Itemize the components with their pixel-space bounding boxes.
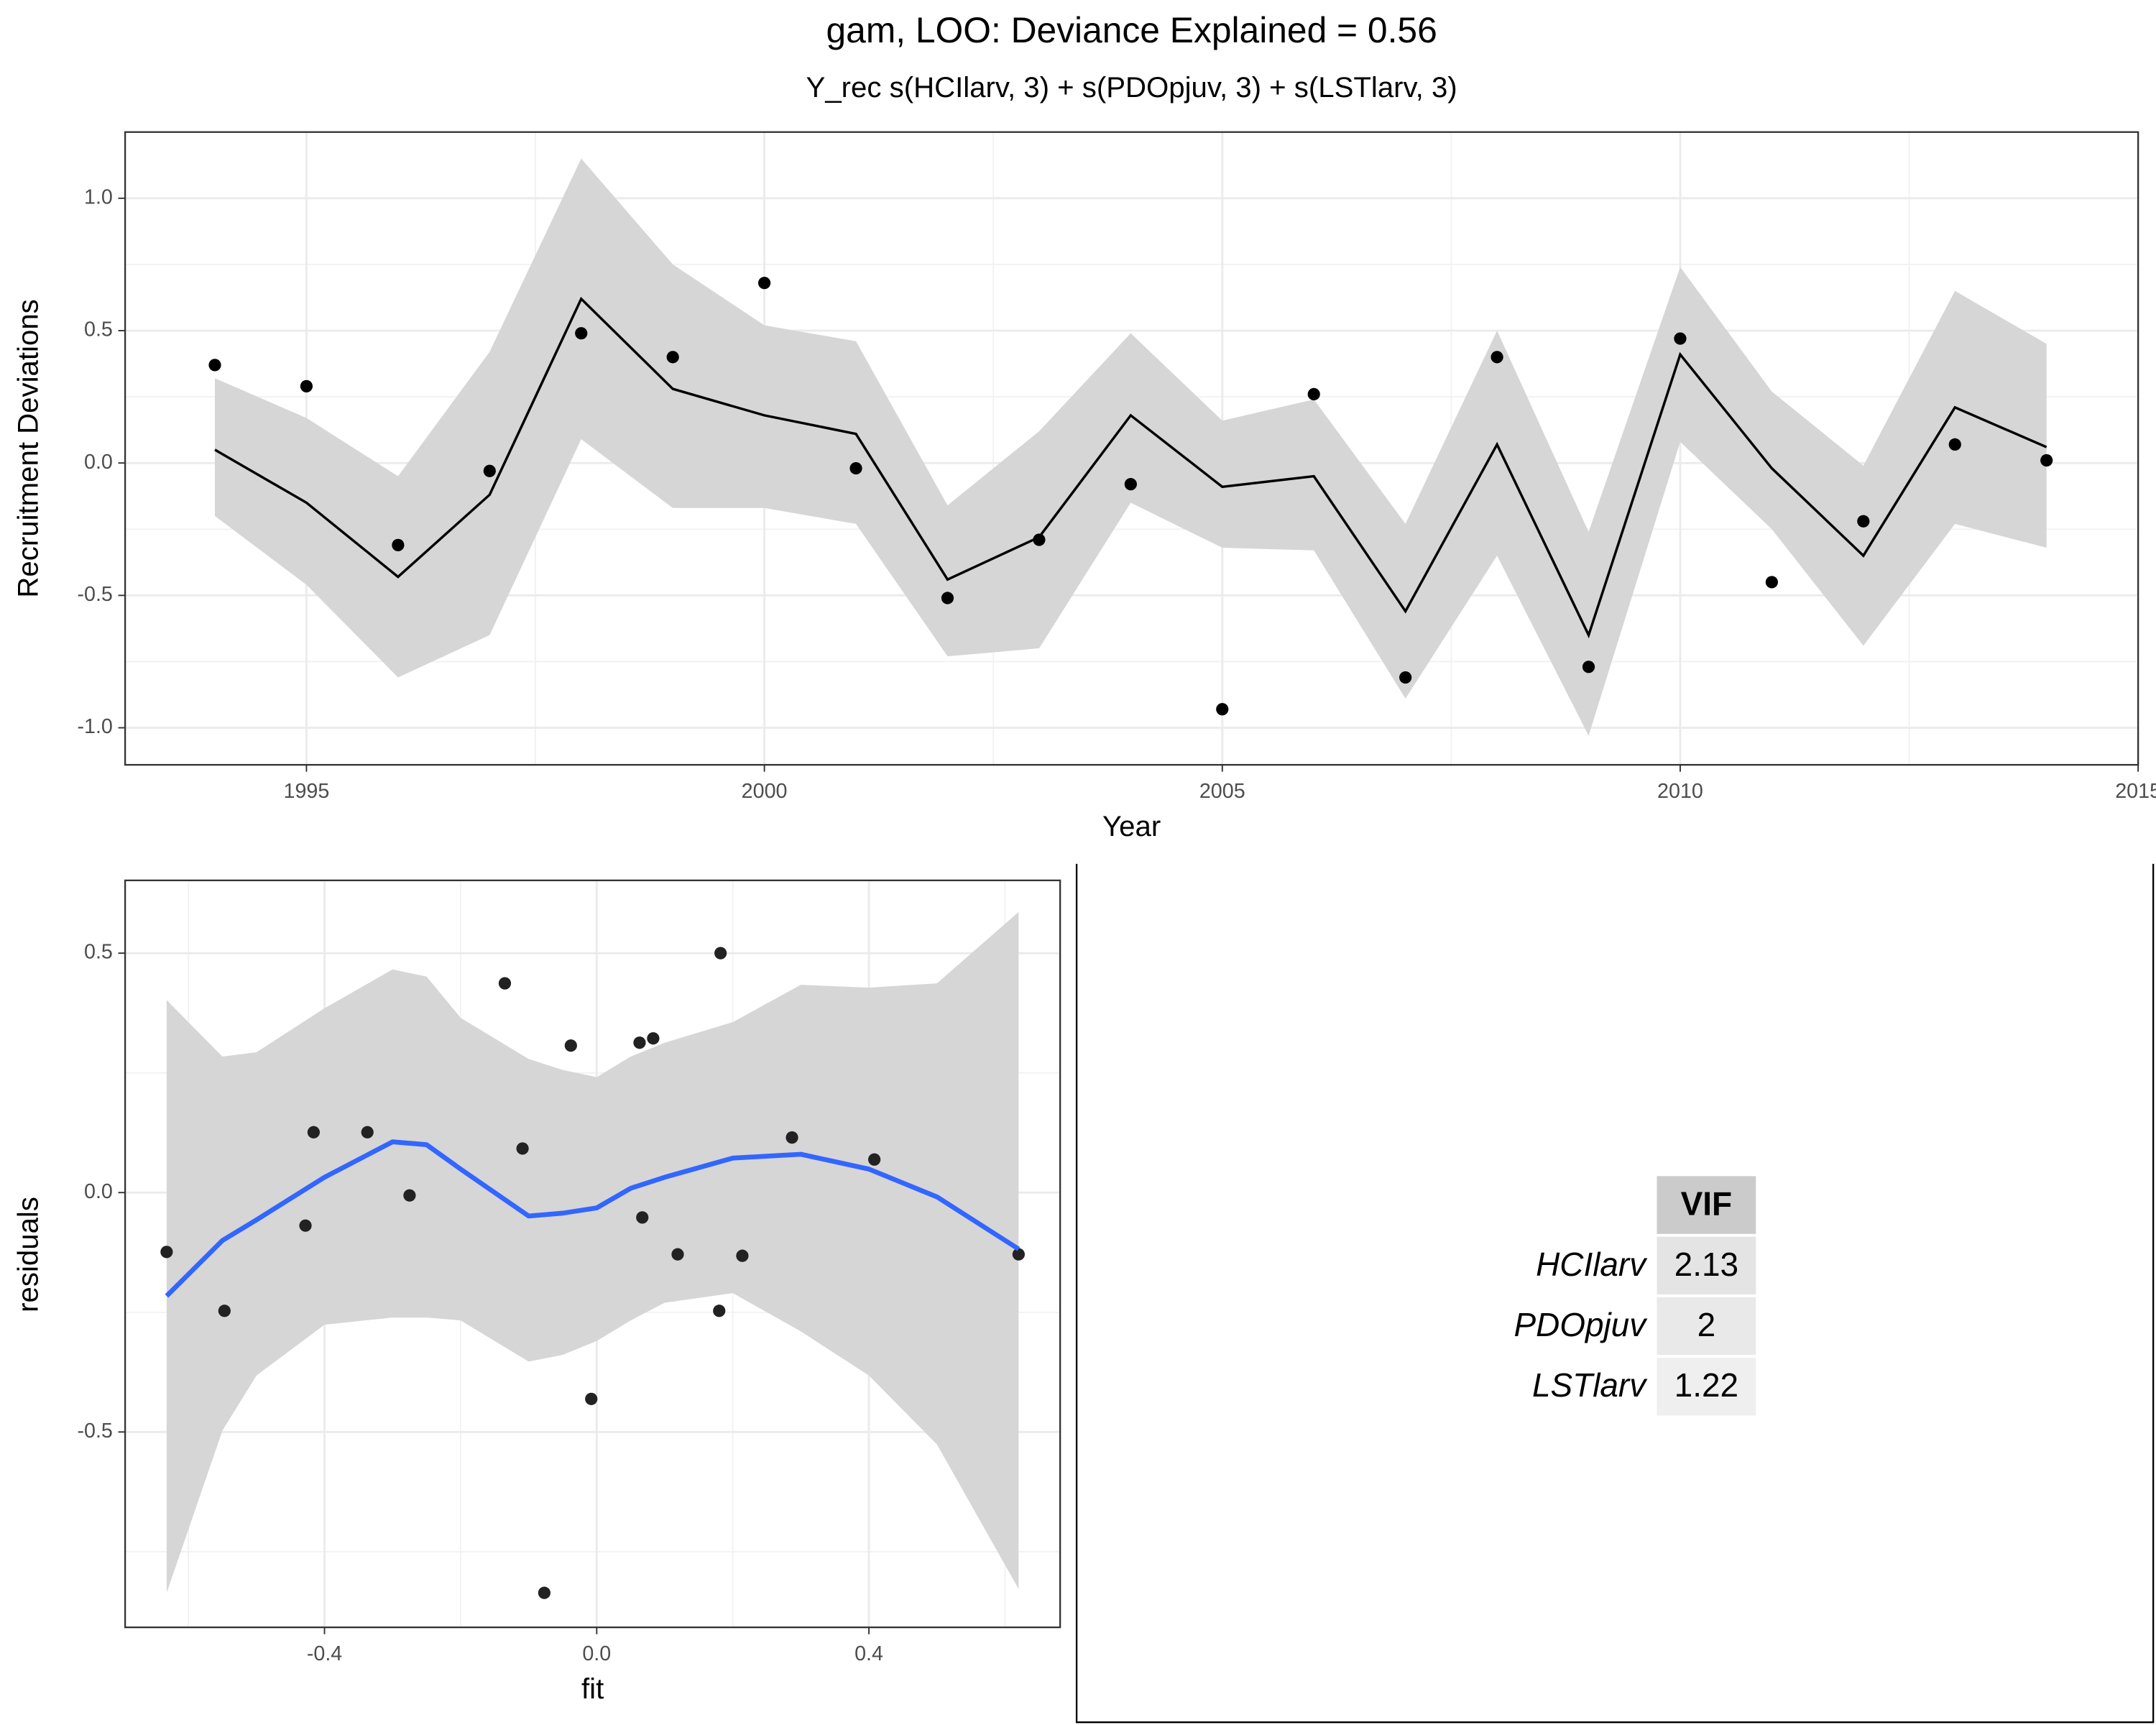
table-cell — [1657, 1357, 1756, 1416]
x-tick-label: 0.4 — [854, 1642, 883, 1665]
data-point — [666, 351, 679, 364]
confidence-band — [166, 911, 1019, 1593]
figure-subtitle: Y_rec s(HCIlarv, 3) + s(PDOpjuv, 3) + s(… — [806, 71, 1457, 104]
data-point — [1857, 515, 1870, 528]
y-tick-label: -1.0 — [77, 715, 112, 738]
data-point — [714, 947, 727, 960]
fit-line — [214, 296, 2047, 639]
table-cell — [1657, 1297, 1756, 1356]
data-point — [736, 1249, 749, 1262]
panel-border — [1075, 863, 2155, 1724]
y-tick-label: -0.5 — [77, 1420, 112, 1443]
panel-border — [124, 879, 1061, 1629]
data-point — [585, 1392, 598, 1405]
data-point — [633, 1036, 646, 1049]
data-point — [713, 1305, 726, 1317]
figure-title: gam, LOO: Deviance Explained = 0.56 — [826, 10, 1437, 50]
data-point — [1012, 1248, 1025, 1261]
table-cell — [1657, 1236, 1756, 1294]
table-row-label: HCIlarv — [1536, 1246, 1648, 1283]
data-point — [786, 1131, 798, 1144]
data-point — [1765, 576, 1778, 589]
data-point — [757, 277, 771, 290]
data-point — [1674, 332, 1687, 345]
x-tick-label: 1995 — [284, 780, 330, 803]
table-row-label: LSTlarv — [1532, 1366, 1648, 1404]
data-point — [403, 1189, 416, 1202]
data-point — [307, 1126, 321, 1138]
confidence-band — [214, 158, 2047, 736]
data-point — [647, 1032, 660, 1045]
smooth-line — [165, 1139, 1021, 1298]
table-header: VIF — [1681, 1185, 1732, 1223]
table-row-label: PDOpjuv — [1514, 1306, 1649, 1343]
y-tick-label: 0.5 — [84, 941, 113, 964]
x-axis-title: Year — [1102, 810, 1161, 842]
x-tick-label: 2010 — [1657, 780, 1703, 803]
data-point — [636, 1211, 649, 1224]
data-point — [299, 1219, 312, 1232]
y-tick-label: 1.0 — [84, 185, 113, 208]
data-point — [849, 461, 862, 475]
table-value: 2 — [1697, 1306, 1716, 1343]
data-point — [516, 1142, 529, 1155]
table-value: 1.22 — [1674, 1366, 1738, 1404]
data-point — [1399, 671, 1412, 684]
y-tick-label: 0.0 — [84, 1180, 113, 1203]
data-point — [361, 1126, 374, 1138]
data-point — [1307, 387, 1320, 401]
x-axis-title: fit — [581, 1673, 604, 1705]
table-value: 2.13 — [1674, 1246, 1738, 1283]
data-point — [483, 464, 496, 477]
x-tick-label: -0.4 — [307, 1642, 342, 1665]
data-point — [941, 592, 954, 604]
data-point — [868, 1153, 881, 1166]
data-point — [575, 327, 588, 340]
y-tick-label: -0.5 — [77, 583, 112, 606]
x-tick-label: 2005 — [1199, 780, 1245, 803]
panel-border — [124, 131, 2139, 766]
data-point — [2040, 454, 2053, 467]
data-point — [1948, 438, 1961, 451]
data-point — [392, 538, 405, 551]
x-tick-label: 2000 — [742, 780, 788, 803]
table-header-cell — [1657, 1176, 1756, 1234]
data-point — [1124, 478, 1137, 491]
data-point — [1491, 351, 1503, 364]
y-axis-title: residuals — [12, 1197, 45, 1312]
y-tick-label: 0.0 — [84, 451, 113, 474]
data-point — [498, 977, 512, 990]
data-point — [564, 1039, 577, 1052]
data-point — [1033, 533, 1046, 546]
data-point — [300, 380, 313, 392]
data-point — [160, 1246, 173, 1259]
x-tick-label: 2015 — [2115, 780, 2156, 803]
data-point — [538, 1586, 550, 1599]
data-point — [1216, 703, 1229, 716]
x-tick-label: 0.0 — [582, 1642, 611, 1665]
data-point — [208, 359, 221, 372]
data-point — [1582, 661, 1595, 673]
y-axis-title: Recruitment Deviations — [12, 299, 45, 597]
data-point — [671, 1248, 684, 1261]
data-point — [218, 1305, 231, 1317]
y-tick-label: 0.5 — [84, 318, 113, 341]
